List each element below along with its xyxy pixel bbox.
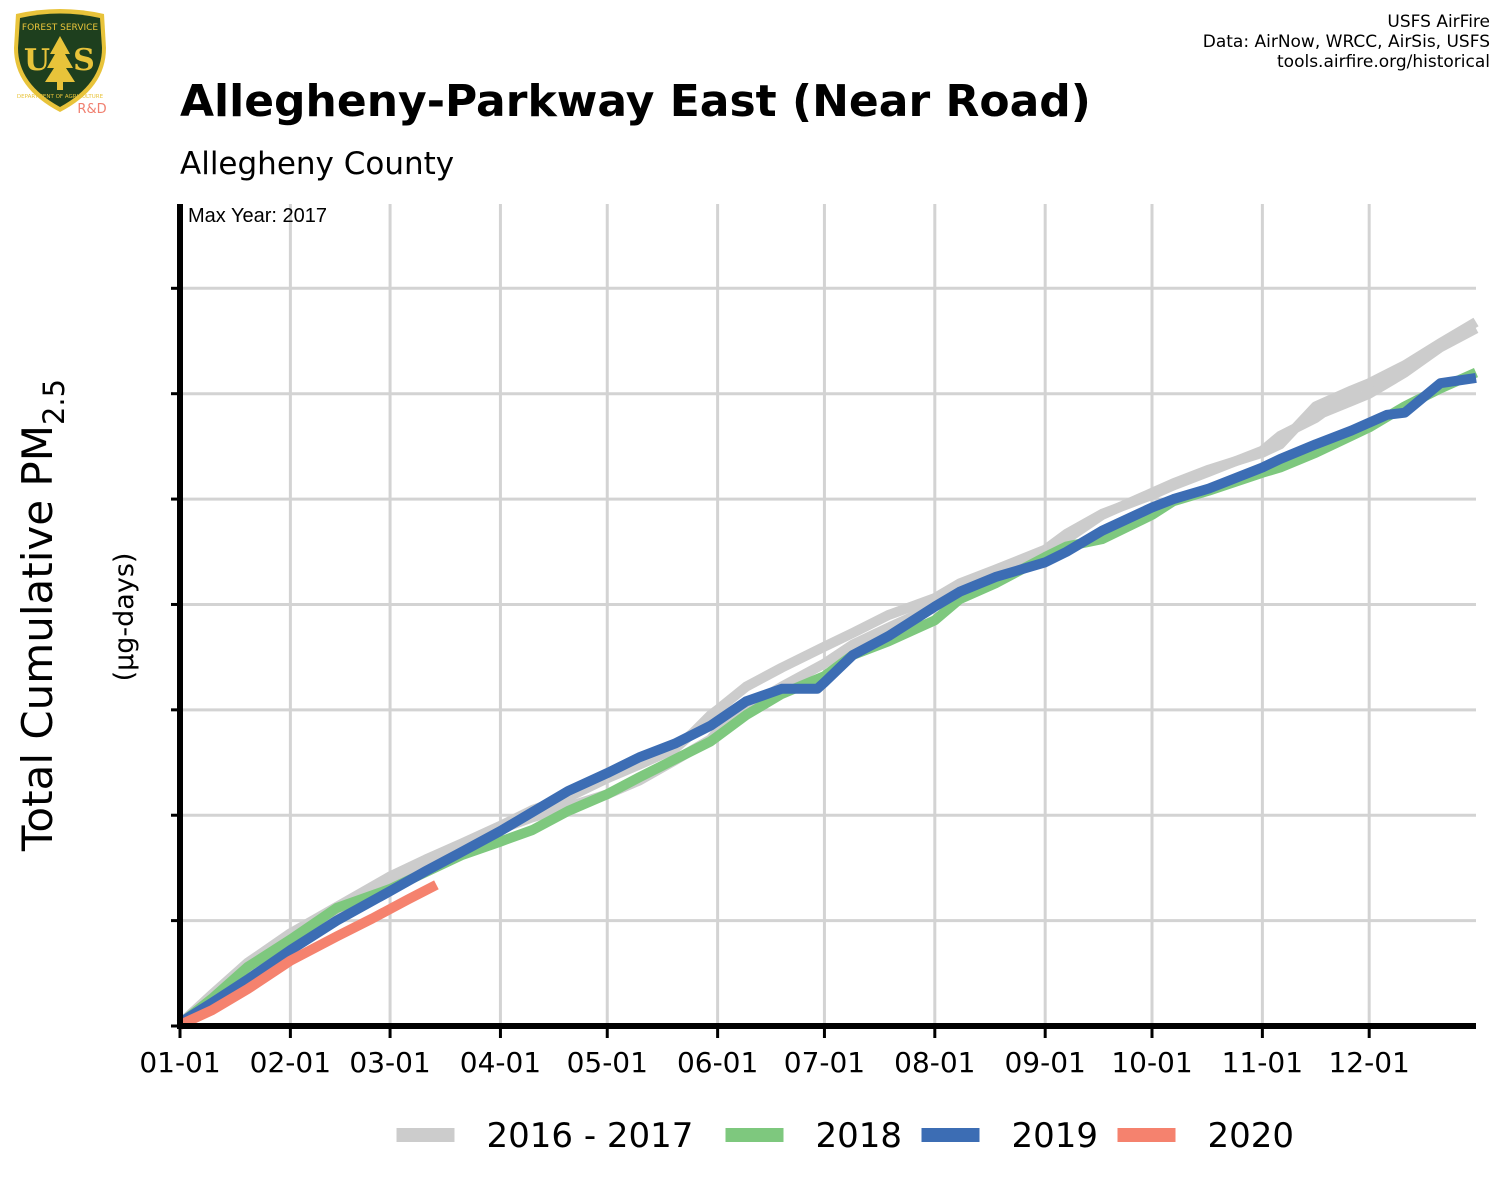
grid [180,204,1476,1026]
series-lines [176,317,1479,1030]
x-tick-label: 03-01 [349,1046,430,1079]
x-tick-label: 07-01 [784,1046,865,1079]
usfs-logo: FOREST SERVICE U S DEPARTMENT OF AGRICUL… [14,9,107,117]
x-tick-label: 04-01 [460,1046,541,1079]
legend: 2016 - 2017 2018 2019 2020 [396,1116,1295,1156]
y-axis-title-main: Total Cumulative PM [13,425,62,852]
legend-label: 2019 [1012,1116,1099,1156]
x-tick-label: 10-01 [1111,1046,1192,1079]
logo-letter-u: U [24,43,50,78]
credits: USFS AirFire Data: AirNow, WRCC, AirSis,… [1203,12,1490,72]
legend-label: 2016 - 2017 [487,1116,694,1156]
series-line [177,372,1477,1028]
x-tick-label: 06-01 [677,1046,758,1079]
x-tick-label: 08-01 [894,1046,975,1079]
series-line [177,880,439,1030]
x-tick-label: 11-01 [1222,1046,1303,1079]
legend-label: 2018 [816,1116,903,1156]
legend-label: 2020 [1208,1116,1295,1156]
credit-line: USFS AirFire [1387,12,1490,32]
x-tick-label: 12-01 [1328,1046,1409,1079]
logo-letter-s: S [73,43,95,78]
tree-icon [45,36,75,90]
x-tick-label: 05-01 [567,1046,648,1079]
x-tick-label: 09-01 [1004,1046,1085,1079]
logo-top-text: FOREST SERVICE [22,23,99,33]
y-axis-label: Total Cumulative PM2.5 (μg-days) [13,379,140,852]
max-year-annotation: Max Year: 2017 [188,205,327,227]
x-tick-label: 02-01 [250,1046,331,1079]
x-tick-label: 01-01 [139,1046,220,1079]
y-axis-title-sub: 2.5 [37,379,71,425]
chart-subtitle: Allegheny County [180,146,455,182]
y-axis-title: Total Cumulative PM2.5 [13,379,71,852]
chart-title: Allegheny-Parkway East (Near Road) [180,76,1091,127]
axes [171,204,1476,1029]
x-tick-labels: 01-01 02-01 03-01 04-01 05-01 06-01 07-01 08-01… [139,1026,1410,1079]
credit-line: tools.airfire.org/historical [1277,52,1490,72]
logo-bottom-text: DEPARTMENT OF AGRICULTURE [17,94,104,100]
credit-line: Data: AirNow, WRCC, AirSis, USFS [1202,32,1490,52]
series-line [176,368,1479,1028]
logo-tag: R&D [77,102,106,117]
y-axis-units: (μg-days) [109,553,140,682]
